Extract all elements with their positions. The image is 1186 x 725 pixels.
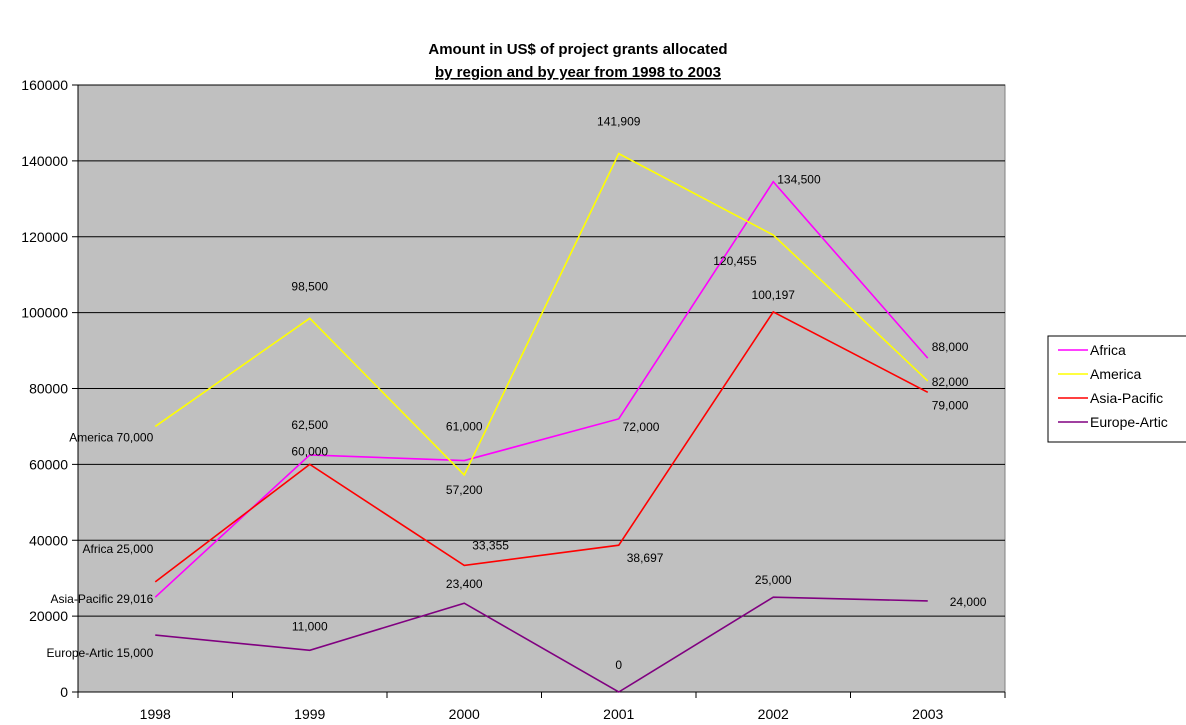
data-label: 62,500 (291, 418, 328, 432)
series-line-africa (154, 180, 929, 598)
x-tick-label: 2003 (912, 706, 943, 722)
x-tick-label: 1998 (140, 706, 171, 722)
data-label: 33,355 (472, 538, 509, 552)
legend-label: Africa (1090, 342, 1126, 358)
legend-label: Europe-Artic (1090, 414, 1168, 430)
y-tick-label: 0 (60, 684, 68, 700)
data-label: 79,000 (932, 398, 969, 412)
data-label: 120,455 (713, 254, 757, 268)
data-label: 72,000 (623, 420, 660, 434)
data-labels: Africa 25,000 62,500 61,000 72,000 134,500 88… (47, 115, 987, 672)
data-label: 38,697 (627, 551, 664, 565)
x-tick-label: 1999 (294, 706, 325, 722)
y-tick-label: 100000 (21, 305, 68, 321)
data-label: 82,000 (932, 375, 969, 389)
axes: 0200004000060000800001000001200001400001… (21, 77, 1006, 722)
data-label: America 70,000 (69, 430, 153, 444)
series-lines (154, 152, 929, 693)
legend: Africa America Asia-Pacific Europe-Artic (1047, 335, 1186, 443)
title-underlined-year: by year (538, 64, 591, 81)
x-tick-label: 2001 (603, 706, 634, 722)
data-label: 23,400 (446, 577, 483, 591)
legend-label: Asia-Pacific (1090, 390, 1163, 406)
data-label: 100,197 (752, 288, 796, 302)
x-tick-label: 2002 (758, 706, 789, 722)
data-label: 25,000 (755, 573, 792, 587)
title-tail: from 1998 to 2003 (590, 64, 721, 81)
data-label: Europe-Artic 15,000 (47, 646, 154, 660)
data-label: 134,500 (777, 173, 821, 187)
data-label: 61,000 (446, 420, 483, 434)
data-label: 24,000 (950, 595, 987, 609)
series-line-asia-pacific (154, 310, 929, 583)
chart-title-line1: Amount in US$ of project grants allocate… (428, 41, 727, 58)
y-tick-label: 80000 (29, 381, 68, 397)
data-label: 57,200 (446, 483, 483, 497)
data-label: 60,000 (291, 444, 328, 458)
y-tick-label: 20000 (29, 608, 68, 624)
x-tick-label: 2000 (449, 706, 480, 722)
data-label: 11,000 (292, 619, 328, 633)
data-label: Africa 25,000 (83, 542, 154, 556)
data-label: Asia-Pacific 29,016 (51, 592, 154, 606)
title-connector: and (503, 64, 538, 81)
y-tick-label: 40000 (29, 532, 68, 548)
data-label: 141,909 (597, 115, 641, 129)
y-tick-label: 160000 (21, 77, 68, 93)
chart-title-line2: by region and by year from 1998 to 2003 (435, 64, 721, 81)
series-line-europe-artic (155, 596, 928, 693)
y-tick-label: 120000 (21, 229, 68, 245)
series-line-america (154, 152, 929, 477)
legend-box (1047, 335, 1186, 443)
title-underlined-region: by region (435, 64, 503, 81)
y-tick-label: 60000 (29, 456, 68, 472)
y-tick-label: 140000 (21, 153, 68, 169)
data-label: 88,000 (932, 340, 969, 354)
legend-label: America (1090, 366, 1142, 382)
data-label: 0 (615, 658, 622, 672)
data-label: 98,500 (291, 279, 328, 293)
